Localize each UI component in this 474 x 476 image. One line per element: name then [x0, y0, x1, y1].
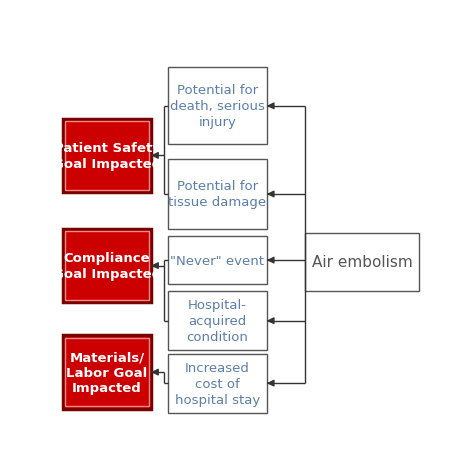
Bar [63, 229, 151, 303]
Bar [168, 160, 267, 229]
Bar [305, 233, 419, 292]
Text: Compliance
Goal Impacted: Compliance Goal Impacted [53, 252, 161, 280]
Text: Patient Safety
Goal Impacted: Patient Safety Goal Impacted [53, 142, 161, 170]
Bar [65, 338, 148, 407]
Text: Materials/
Labor Goal
Impacted: Materials/ Labor Goal Impacted [66, 350, 147, 394]
Text: Hospital-
acquired
condition: Hospital- acquired condition [186, 298, 248, 344]
Text: Air embolism: Air embolism [312, 255, 413, 270]
Text: Potential for
death, serious
injury: Potential for death, serious injury [170, 84, 264, 129]
Bar [65, 122, 148, 190]
Text: Increased
cost of
hospital stay: Increased cost of hospital stay [174, 361, 260, 406]
Bar [168, 292, 267, 350]
Text: "Never" event: "Never" event [170, 254, 264, 267]
Bar [168, 354, 267, 413]
Bar [168, 68, 267, 145]
Bar [168, 237, 267, 284]
Text: Potential for
tissue damage: Potential for tissue damage [168, 180, 266, 209]
Bar [63, 336, 151, 409]
Bar [65, 232, 148, 300]
Bar [63, 119, 151, 193]
